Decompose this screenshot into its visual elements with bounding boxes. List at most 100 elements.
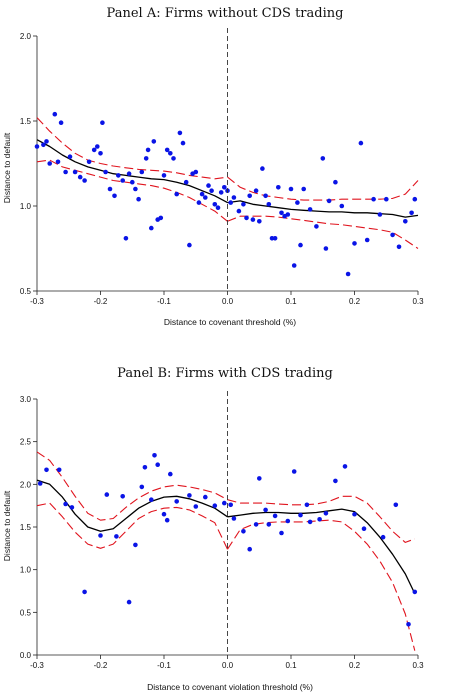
panel-a-data-point [358, 140, 364, 146]
panel-a-data-point [301, 186, 307, 192]
panel-b-ci-upper-right [227, 495, 415, 543]
panel-a-data-point [206, 183, 211, 188]
panel-a-data-point [371, 196, 376, 202]
panel-b-data-point [203, 494, 208, 500]
panel-a-y-tick-label: 1.0 [20, 202, 32, 211]
panel-a-data-point [145, 147, 151, 153]
panel-a-data-point [320, 156, 326, 161]
panel-a-y-tick-label: 0.5 [20, 287, 32, 296]
panel-a-data-point [143, 156, 149, 161]
panel-b-x-tick-label: 0.2 [349, 661, 361, 670]
panel-a-x-tick-label: 0.1 [285, 297, 297, 306]
panel-a-data-point [384, 196, 389, 202]
panel-b-data-point [212, 503, 218, 509]
panel-b-fit-line-left [36, 479, 228, 532]
panel-a-data-point [174, 191, 179, 197]
panel-a-data-point [98, 151, 103, 156]
panel-a-data-point [52, 111, 58, 117]
panel-b-y-tick-label: 0.5 [20, 608, 32, 617]
panel-b-data-point [104, 492, 110, 497]
panel-b-data-point [298, 512, 303, 518]
panel-a-data-point [209, 188, 214, 193]
panel-a-data-point [180, 140, 186, 146]
panel-b-y-tick-label: 0.0 [20, 651, 32, 660]
panel-a-data-point [212, 202, 218, 207]
panel-a-data-point [253, 188, 259, 193]
panel-b-data-point [266, 522, 272, 527]
panel-a-data-point [266, 202, 272, 207]
panel-b: Panel B: Firms with CDS trading Distance… [2, 366, 424, 692]
panel-b-title: Panel B: Firms with CDS trading [117, 366, 333, 381]
panel-a-data-point [130, 179, 135, 185]
panel-a-data-point [314, 224, 319, 229]
panel-b-data-point [152, 453, 157, 458]
panel-a-data-point [203, 195, 208, 200]
panel-b-data-point [133, 542, 138, 548]
panel-a-data-point [412, 196, 418, 202]
panel-a-x-tick-label: -0.3 [30, 297, 44, 306]
panel-a-data-point [47, 161, 52, 166]
panel-b-data-point [361, 526, 367, 531]
panel-a-data-point [177, 130, 183, 136]
panel-b-data-point [193, 504, 199, 509]
panel-b-x-tick-label: 0.0 [222, 661, 234, 670]
panel-a-data-point [41, 142, 46, 148]
panel-b-data-point [317, 517, 322, 522]
panel-a-data-point [149, 225, 154, 231]
panel-a-data-point [222, 185, 227, 190]
panel-a-data-point [364, 237, 370, 243]
panel-a-fit-line-right [227, 200, 419, 218]
panel-a-data-point [396, 244, 402, 250]
panel-a-data-point [247, 193, 252, 199]
panel-a-data-point [193, 169, 199, 175]
panel-b-data-point [352, 511, 357, 517]
panel-b-data-point [120, 494, 125, 499]
panel-a-data-point [161, 173, 167, 178]
panel-b-data-point [253, 522, 259, 527]
panel-a-data-point [244, 215, 249, 221]
panel-a-data-point [158, 215, 164, 221]
panel-a-data-point [120, 178, 125, 183]
panel-a: Panel A: Firms without CDS trading Dista… [2, 6, 424, 327]
panel-b-data-point [114, 534, 119, 539]
panel-a-data-point [91, 147, 97, 153]
panel-a-x-tick-label: -0.2 [94, 297, 108, 306]
panel-a-axes: 0.5 1.0 1.5 2.0 -0.3 -0.2 -0.1 0.0 0.1 0.2 0.3 [20, 32, 424, 306]
panel-b-data-point [155, 462, 160, 468]
panel-a-data-point [58, 120, 64, 125]
panel-a-data-point [236, 208, 242, 214]
panel-b-y-tick-label: 2.5 [20, 438, 32, 447]
panel-a-data-point [260, 166, 265, 171]
panel-b-data-point [285, 518, 291, 524]
panel-b-y-tick-label: 1.5 [20, 523, 32, 532]
panel-b-data-point [56, 467, 62, 473]
panel-a-data-point [187, 242, 192, 248]
panel-a-data-point [151, 139, 157, 144]
panel-a-data-point [390, 232, 395, 238]
panel-a-data-point [279, 210, 284, 216]
panel-a-data-point [55, 159, 61, 165]
panel-b-y-tick-label: 3.0 [20, 395, 32, 404]
panel-a-data-point [86, 159, 92, 165]
panel-b-points [37, 453, 418, 627]
panel-a-data-point [272, 236, 278, 241]
panel-b-data-point [37, 481, 43, 486]
panel-a-data-point [326, 198, 332, 204]
panel-b-y-tick-label: 2.0 [20, 480, 32, 489]
panel-a-data-point [44, 139, 49, 144]
panel-a-data-point [77, 174, 83, 180]
panel-b-y-tick-label: 1.0 [20, 566, 32, 575]
panel-a-data-point [409, 210, 414, 216]
panel-a-data-point [231, 195, 237, 200]
panel-b-x-tick-label: -0.2 [94, 661, 108, 670]
panel-a-data-point [263, 193, 268, 199]
panel-a-data-point [171, 156, 176, 161]
panel-b-data-point [69, 505, 75, 510]
panel-a-points [34, 111, 418, 277]
panel-a-data-point [323, 246, 329, 251]
panel-b-data-point [257, 476, 262, 481]
panel-a-data-point [95, 144, 100, 149]
panel-a-data-point [403, 219, 408, 224]
panel-b-x-axis-label: Distance to covenant violation threshold… [147, 682, 313, 692]
